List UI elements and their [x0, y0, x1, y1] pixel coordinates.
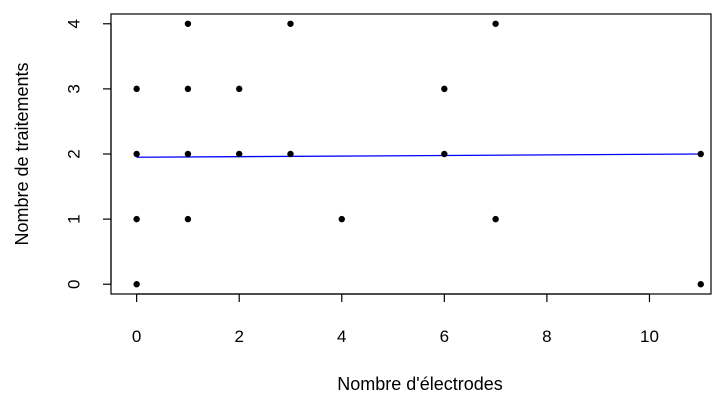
y-axis: 0 1 2 3 4 [65, 19, 112, 289]
data-point [492, 215, 499, 223]
data-point [184, 20, 192, 27]
data-point [184, 150, 192, 158]
data-point [287, 150, 294, 158]
data-point [697, 281, 704, 288]
y-axis-title: Nombre de traitements [12, 62, 32, 245]
y-tick-label: 0 [65, 279, 84, 288]
data-point [133, 85, 140, 93]
trend-line-group [136, 153, 701, 158]
data-point [236, 150, 243, 158]
data-point [184, 85, 192, 93]
data-point [697, 150, 704, 158]
data-point [441, 150, 448, 158]
y-tick-label: 2 [65, 149, 84, 158]
data-point [338, 215, 345, 223]
data-point [133, 281, 140, 288]
y-tick-label: 3 [65, 84, 84, 93]
data-point [133, 150, 140, 158]
data-point [492, 20, 499, 27]
y-tick-label: 1 [65, 214, 84, 223]
x-tick-label: 8 [542, 327, 551, 346]
x-tick-label: 2 [234, 327, 243, 346]
data-points [133, 20, 704, 288]
data-point [236, 85, 243, 93]
x-axis-title: Nombre d'électrodes [337, 374, 503, 394]
x-tick-label: 4 [337, 327, 346, 346]
data-point [133, 215, 140, 223]
x-tick-label: 0 [132, 327, 141, 346]
y-tick-label: 4 [65, 19, 84, 28]
x-axis: 0 2 4 6 8 10 [132, 293, 659, 346]
trend-line [136, 153, 701, 158]
x-tick-label: 10 [640, 327, 659, 346]
x-tick-label: 6 [440, 327, 449, 346]
data-point [184, 215, 192, 223]
data-point [441, 85, 448, 93]
data-point [287, 20, 294, 27]
